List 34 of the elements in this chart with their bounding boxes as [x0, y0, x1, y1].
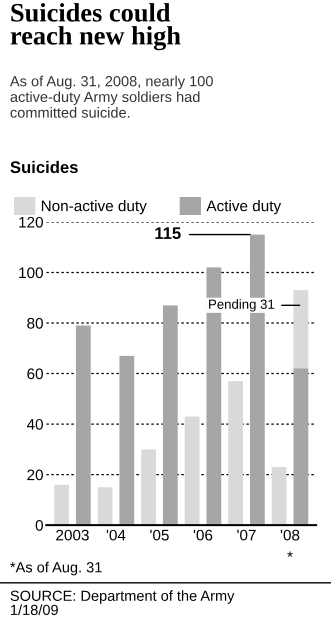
bar: [98, 487, 112, 526]
x-tick-label: '05: [150, 530, 169, 541]
text: *As of Aug. 31: [10, 562, 102, 576]
y-tick-label: 40: [26, 418, 43, 430]
bar: [293, 290, 308, 368]
bar: [162, 305, 178, 526]
y-tick-label: 0: [36, 520, 43, 531]
y-tick-label: 120: [19, 216, 43, 228]
annotation: 115: [155, 227, 181, 240]
y-tick-label: 20: [27, 469, 43, 480]
chart-subtitle: As of Aug. 31, 2008, nearly 100 active-duty Army soldiers had committed suicide.: [10, 76, 213, 118]
text: *: [287, 551, 293, 557]
x-tick-label: '08: [280, 530, 300, 541]
bar: [272, 467, 287, 526]
annotation: Pending 31: [209, 299, 274, 312]
y-tick-label: 60: [27, 368, 43, 380]
legend-label: Active duty: [206, 200, 282, 214]
chart-title: Suicides could reach new high: [10, 3, 181, 50]
y-tick-label: 80: [27, 318, 43, 329]
bar: [141, 449, 156, 526]
bar: [184, 416, 200, 526]
source-note: SOURCE: Department of the Army 1/18/09: [10, 590, 234, 616]
bar: [293, 368, 308, 526]
y-tick-label: 100: [19, 267, 43, 278]
x-tick-label: 2003: [56, 530, 89, 541]
x-tick-label: '06: [194, 530, 212, 541]
legend-label: Non-active duty: [42, 200, 147, 214]
bar: [54, 484, 69, 526]
bar: [76, 326, 91, 526]
y-axis-title: Suicides: [10, 160, 78, 174]
bar: [228, 381, 244, 526]
x-tick-label: '04: [106, 530, 126, 541]
bar: [119, 356, 134, 526]
x-tick-label: '07: [237, 530, 256, 541]
